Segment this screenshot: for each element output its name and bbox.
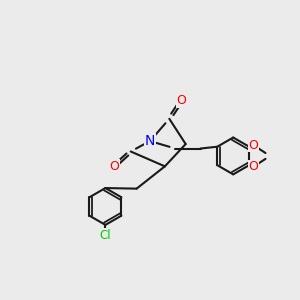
Text: O: O <box>249 160 259 173</box>
Text: O: O <box>110 160 119 173</box>
Text: O: O <box>249 139 259 152</box>
Text: O: O <box>176 94 186 107</box>
Text: N: N <box>145 134 155 148</box>
Text: Cl: Cl <box>100 229 111 242</box>
